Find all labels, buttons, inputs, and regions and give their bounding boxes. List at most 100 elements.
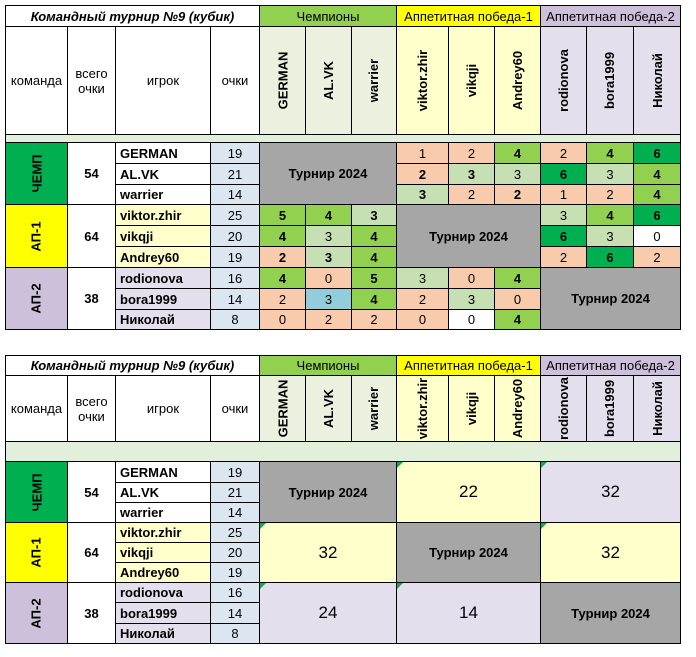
score-cell: 3 — [541, 205, 587, 226]
separator-row — [6, 442, 681, 462]
tournament-block: Турнир 2024 — [397, 205, 541, 268]
header-team: команда — [6, 27, 68, 135]
player-points: 20 — [211, 226, 260, 247]
column-header: Andrey60 — [495, 27, 541, 135]
score-cell: 4 — [587, 143, 634, 164]
player-name: Николай — [116, 624, 211, 644]
player-name: viktor.zhir — [116, 523, 211, 543]
team-total: 64 — [68, 205, 116, 268]
column-header: viktor.zhir — [397, 27, 449, 135]
summary-cell: 32 — [541, 462, 681, 523]
tournament-block: Турнир 2024 — [260, 462, 397, 523]
score-cell: 6 — [634, 205, 681, 226]
score-cell: 1 — [541, 185, 587, 205]
score-cell: 2 — [397, 289, 449, 310]
team-label: АП-1 — [6, 205, 68, 268]
score-cell: 4 — [587, 205, 634, 226]
score-cell: 3 — [306, 289, 352, 310]
player-name: warrier — [116, 503, 211, 523]
score-cell: 6 — [541, 226, 587, 247]
player-points: 16 — [211, 268, 260, 289]
tournament-block: Турнир 2024 — [541, 583, 681, 644]
score-cell: 5 — [260, 205, 306, 226]
player-name: AL.VK — [116, 164, 211, 185]
header-total: всего очки — [68, 376, 116, 442]
score-cell: 4 — [495, 268, 541, 289]
column-header: GERMAN — [260, 376, 306, 442]
player-name: Andrey60 — [116, 563, 211, 583]
score-cell: 3 — [449, 289, 495, 310]
player-name: GERMAN — [116, 143, 211, 164]
column-header: AL.VK — [306, 27, 352, 135]
group-header-ap2: Аппетитная победа-2 — [541, 6, 681, 27]
player-name: viktor.zhir — [116, 205, 211, 226]
separator-row — [6, 135, 681, 143]
player-name: Николай — [116, 310, 211, 330]
score-cell: 2 — [260, 289, 306, 310]
score-cell: 4 — [634, 164, 681, 185]
column-header: bora1999 — [587, 376, 634, 442]
score-cell: 2 — [352, 310, 397, 330]
score-cell: 4 — [306, 205, 352, 226]
score-cell: 4 — [352, 226, 397, 247]
summary-cell: 32 — [541, 523, 681, 583]
player-name: vikqji — [116, 543, 211, 563]
team-total: 38 — [68, 583, 116, 644]
score-cell: 3 — [397, 268, 449, 289]
column-header: vikqji — [449, 27, 495, 135]
column-header: rodionova — [541, 27, 587, 135]
score-cell: 3 — [397, 185, 449, 205]
score-cell: 2 — [260, 247, 306, 268]
column-header: bora1999 — [587, 27, 634, 135]
player-name: bora1999 — [116, 289, 211, 310]
score-cell: 2 — [541, 247, 587, 268]
team-total: 54 — [68, 143, 116, 205]
player-points: 19 — [211, 247, 260, 268]
score-cell: 4 — [352, 247, 397, 268]
player-points: 19 — [211, 143, 260, 164]
player-points: 8 — [211, 624, 260, 644]
player-points: 19 — [211, 462, 260, 483]
column-header: Николай — [634, 376, 681, 442]
summary-cell: 14 — [397, 583, 541, 644]
player-name: Andrey60 — [116, 247, 211, 268]
tournament-table-summary: Командный турнир №9 (кубик) Чемпионы Апп… — [5, 355, 681, 644]
header-points: очки — [211, 376, 260, 442]
summary-cell: 24 — [260, 583, 397, 644]
score-cell: 2 — [449, 185, 495, 205]
tournament-block: Турнир 2024 — [260, 143, 397, 205]
player-points: 14 — [211, 603, 260, 624]
table-title: Командный турнир №9 (кубик) — [6, 6, 260, 27]
player-points: 16 — [211, 583, 260, 603]
score-cell: 0 — [397, 310, 449, 330]
column-header: Andrey60 — [495, 376, 541, 442]
summary-cell: 32 — [260, 523, 397, 583]
score-cell: 3 — [587, 164, 634, 185]
table-title: Командный турнир №9 (кубик) — [6, 356, 260, 376]
player-points: 25 — [211, 205, 260, 226]
score-cell: 6 — [634, 143, 681, 164]
score-cell: 6 — [587, 247, 634, 268]
score-cell: 2 — [634, 247, 681, 268]
column-header: warrier — [352, 27, 397, 135]
score-cell: 3 — [495, 164, 541, 185]
score-cell: 4 — [634, 185, 681, 205]
player-name: rodionova — [116, 583, 211, 603]
player-points: 14 — [211, 185, 260, 205]
column-header: vikqji — [449, 376, 495, 442]
column-header: warrier — [352, 376, 397, 442]
player-points: 19 — [211, 563, 260, 583]
player-points: 20 — [211, 543, 260, 563]
score-cell: 2 — [587, 185, 634, 205]
column-header: AL.VK — [306, 376, 352, 442]
score-cell: 2 — [397, 164, 449, 185]
player-points: 8 — [211, 310, 260, 330]
score-cell: 4 — [260, 268, 306, 289]
score-cell: 4 — [495, 310, 541, 330]
team-label: АП-1 — [6, 523, 68, 583]
score-cell: 2 — [306, 310, 352, 330]
score-cell: 3 — [449, 164, 495, 185]
team-total: 64 — [68, 523, 116, 583]
score-cell: 2 — [541, 143, 587, 164]
header-team: команда — [6, 376, 68, 442]
